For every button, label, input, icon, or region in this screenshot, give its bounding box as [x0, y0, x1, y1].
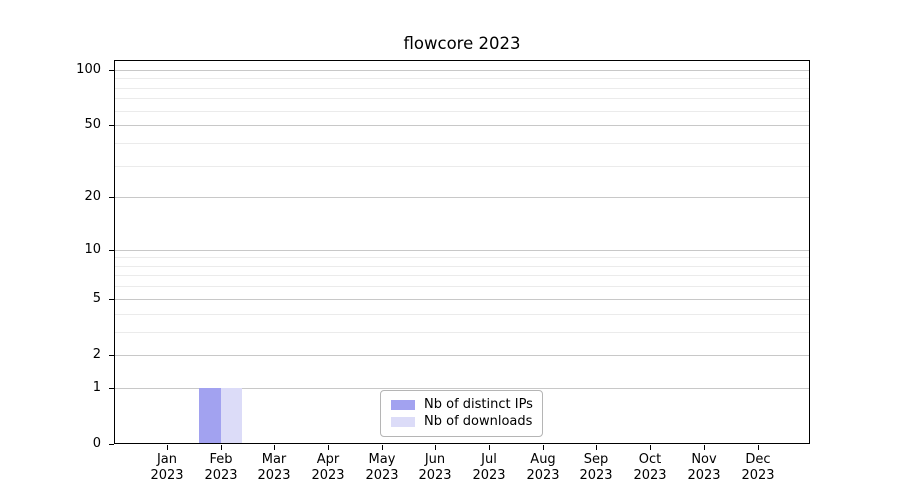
y-gridline-minor — [115, 266, 809, 267]
legend-swatch-downloads — [391, 417, 415, 427]
y-tick-label-2: 2 — [92, 347, 101, 362]
x-tick-mark — [328, 445, 329, 450]
y-tick-label-5: 5 — [92, 291, 101, 306]
y-tick-mark — [109, 250, 114, 251]
y-tick-mark — [109, 70, 114, 71]
x-tick-mark — [382, 445, 383, 450]
x-tick-label-dec: Dec 2023 — [741, 452, 775, 483]
x-tick-label-jun: Jun 2023 — [418, 452, 452, 483]
y-gridline-major-100 — [115, 70, 809, 71]
bar-nb-of-downloads-feb — [220, 387, 242, 443]
y-gridline-minor — [115, 88, 809, 89]
x-tick-label-feb: Feb 2023 — [204, 452, 238, 483]
y-tick-mark — [109, 388, 114, 389]
x-tick-label-oct: Oct 2023 — [633, 452, 667, 483]
y-tick-mark — [109, 299, 114, 300]
y-gridline-minor — [115, 275, 809, 276]
x-tick-mark — [167, 445, 168, 450]
x-tick-label-mar: Mar 2023 — [257, 452, 291, 483]
legend-item-distinct-ips: Nb of distinct IPs — [391, 397, 533, 413]
y-gridline-major-10 — [115, 250, 809, 251]
y-tick-mark — [109, 355, 114, 356]
x-tick-label-sep: Sep 2023 — [579, 452, 613, 483]
x-tick-label-apr: Apr 2023 — [311, 452, 345, 483]
x-tick-label-nov: Nov 2023 — [687, 452, 721, 483]
y-gridline-minor — [115, 78, 809, 79]
y-gridline-minor — [115, 111, 809, 112]
x-tick-mark — [758, 445, 759, 450]
legend-label-distinct-ips: Nb of distinct IPs — [424, 397, 533, 412]
x-tick-label-may: May 2023 — [365, 452, 399, 483]
y-gridline-minor — [115, 98, 809, 99]
y-tick-label-20: 20 — [84, 189, 101, 204]
y-gridline-major-5 — [115, 299, 809, 300]
x-tick-mark — [221, 445, 222, 450]
y-gridline-major-50 — [115, 125, 809, 126]
y-tick-mark — [109, 197, 114, 198]
y-tick-mark — [109, 125, 114, 126]
legend-swatch-distinct-ips — [391, 400, 415, 410]
plot-border — [114, 60, 810, 444]
y-gridline-minor — [115, 286, 809, 287]
y-gridline-major-1 — [115, 388, 809, 389]
legend-item-downloads: Nb of downloads — [391, 414, 533, 430]
x-tick-label-aug: Aug 2023 — [526, 452, 560, 483]
chart-title: flowcore 2023 — [403, 34, 521, 53]
bar-nb-of-distinct-ips-feb — [199, 387, 221, 443]
y-tick-label-50: 50 — [84, 117, 101, 132]
y-tick-mark — [109, 444, 114, 445]
x-tick-label-jan: Jan 2023 — [150, 452, 184, 483]
x-tick-mark — [543, 445, 544, 450]
y-gridline-major-20 — [115, 197, 809, 198]
legend-label-downloads: Nb of downloads — [424, 414, 533, 429]
x-tick-mark — [596, 445, 597, 450]
y-gridline-minor — [115, 257, 809, 258]
y-gridline-minor — [115, 143, 809, 144]
x-tick-mark — [435, 445, 436, 450]
y-tick-label-1: 1 — [92, 380, 101, 395]
y-gridline-minor — [115, 314, 809, 315]
x-tick-mark — [489, 445, 490, 450]
x-tick-mark — [650, 445, 651, 450]
x-tick-label-jul: Jul 2023 — [472, 452, 506, 483]
y-gridline-minor — [115, 332, 809, 333]
x-tick-mark — [704, 445, 705, 450]
y-gridline-minor — [115, 166, 809, 167]
y-tick-label-0: 0 — [92, 436, 101, 451]
y-tick-label-10: 10 — [84, 242, 101, 257]
x-tick-mark — [274, 445, 275, 450]
y-gridline-major-2 — [115, 355, 809, 356]
y-tick-label-100: 100 — [76, 62, 101, 77]
legend: Nb of distinct IPs Nb of downloads — [380, 390, 543, 437]
